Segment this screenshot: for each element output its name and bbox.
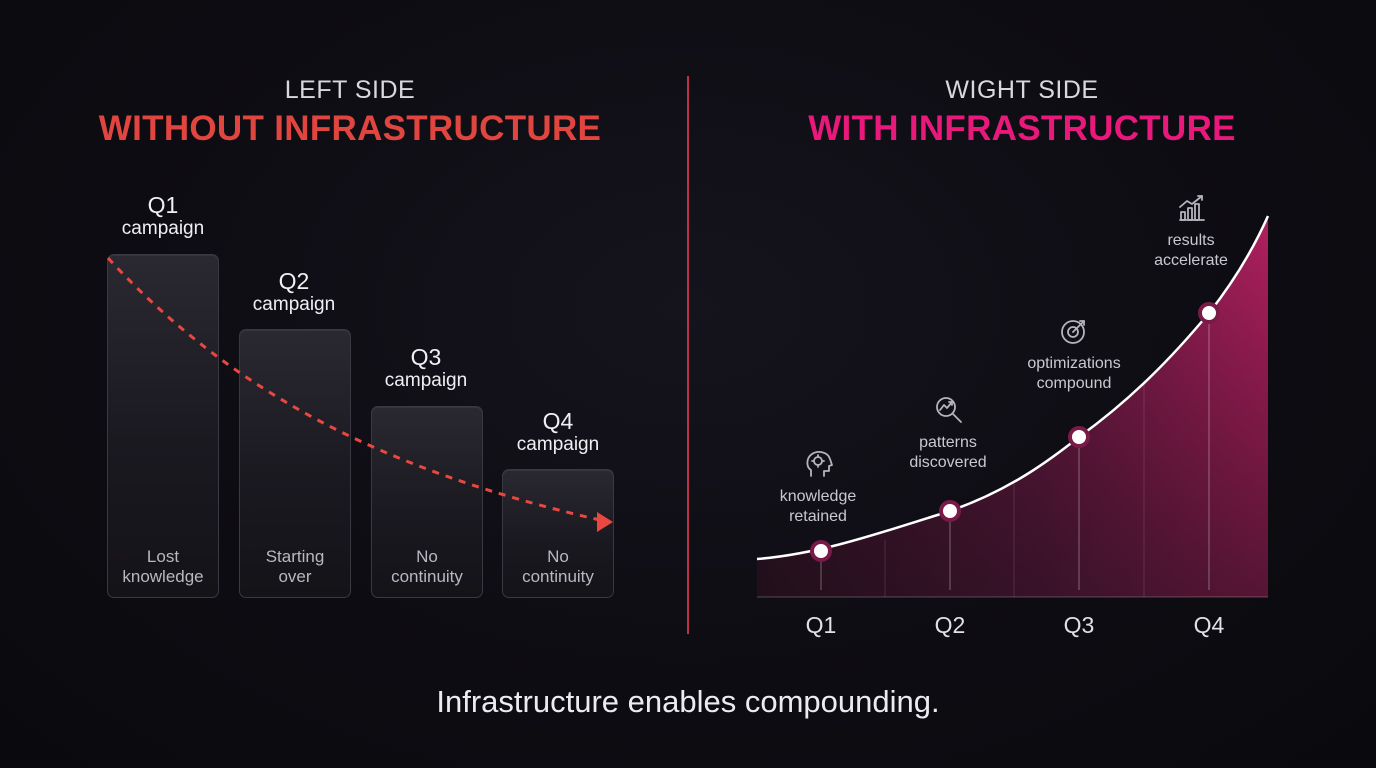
bar-quarter: Q1 [147, 192, 179, 218]
right-title: WITH INFRASTRUCTURE [808, 109, 1236, 148]
bar-chart-up-icon [1179, 195, 1205, 221]
bar-quarter: Q2 [278, 268, 310, 294]
bar-caption: No continuity [503, 547, 613, 587]
bar-caption: No continuity [372, 547, 482, 587]
stage-label-line: results [1167, 232, 1214, 249]
target-arrow-icon [1061, 320, 1085, 344]
bar-label: campaign [516, 434, 600, 455]
bar-heading-q1: Q1 campaign [93, 192, 233, 240]
bar-quarter: Q4 [542, 408, 574, 434]
stage-label-line: discovered [909, 454, 986, 471]
bar-caption-line: Lost [146, 547, 180, 566]
stage-label-line: accelerate [1154, 252, 1228, 269]
bar-heading-q3: Q3 campaign [356, 344, 496, 392]
bar-heading-q2: Q2 campaign [224, 268, 364, 316]
bar-label: campaign [121, 218, 205, 239]
x-tick-q1: Q1 [806, 612, 837, 638]
right-subtitle: WIGHT SIDE [945, 76, 1099, 104]
magnify-trend-icon [936, 397, 962, 423]
stage-label-line: knowledge [780, 488, 857, 505]
bar-quarter: Q3 [410, 344, 442, 370]
bar-caption: Starting over [240, 547, 350, 587]
left-subtitle: LEFT SIDE [284, 76, 416, 104]
left-title: WITHOUT INFRASTRUCTURE [98, 109, 602, 148]
growth-area-shade [757, 216, 1268, 597]
growth-marker-q2 [939, 500, 961, 522]
brain-head-icon [806, 451, 833, 477]
bar-caption-line: over [278, 567, 312, 586]
x-tick-q2: Q2 [935, 612, 966, 638]
x-tick-q4: Q4 [1194, 612, 1225, 638]
stage-label-line: retained [789, 508, 847, 525]
bar-caption: Lost knowledge [108, 547, 218, 587]
bar-caption-line: No [547, 547, 569, 566]
bar-caption-line: No [416, 547, 438, 566]
bar-caption-line: knowledge [122, 567, 204, 586]
footer-tagline: Infrastructure enables compounding. [436, 684, 940, 719]
bar-label: campaign [252, 294, 336, 315]
stage-label-line: optimizations [1027, 355, 1120, 372]
left-heading: LEFT SIDE WITHOUT INFRASTRUCTURE [70, 76, 630, 149]
growth-marker-q1 [810, 540, 832, 562]
bar-label: campaign [384, 370, 468, 391]
bar-caption-line: Starting [265, 547, 325, 566]
bar-caption-line: continuity [391, 567, 463, 586]
right-heading: WIGHT SIDE WITH INFRASTRUCTURE [742, 76, 1302, 149]
bar-heading-q4: Q4 campaign [488, 408, 628, 456]
bar-q4: No continuity [502, 469, 614, 598]
bar-caption-line: continuity [522, 567, 594, 586]
stage-label-line: compound [1037, 375, 1112, 392]
bar-q3: No continuity [371, 406, 483, 598]
stage-label-line: patterns [919, 434, 977, 451]
x-tick-q3: Q3 [1064, 612, 1095, 638]
bar-q2: Starting over [239, 329, 351, 598]
center-divider [687, 76, 689, 634]
growth-marker-q3 [1068, 426, 1090, 448]
growth-marker-q4 [1198, 302, 1220, 324]
trend-arrowhead-icon [597, 512, 613, 532]
declining-trend-line [106, 256, 601, 522]
